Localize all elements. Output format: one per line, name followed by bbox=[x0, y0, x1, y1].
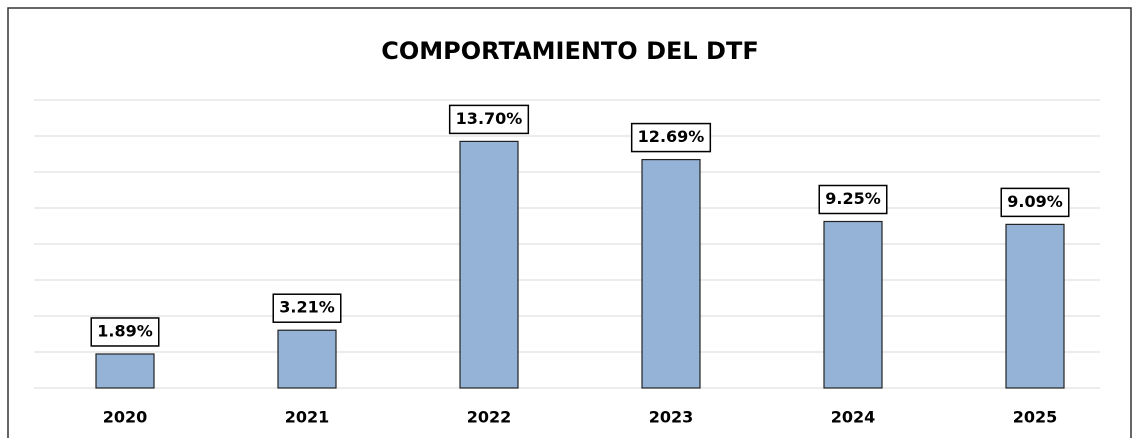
bar bbox=[823, 220, 883, 389]
data-label-box bbox=[818, 184, 888, 215]
data-label: 12.69% bbox=[638, 127, 705, 146]
data-label: 3.21% bbox=[279, 298, 335, 317]
data-label-box bbox=[90, 317, 160, 347]
x-tick-label: 2025 bbox=[1013, 408, 1058, 427]
bar bbox=[95, 353, 155, 389]
x-tick-label: 2022 bbox=[467, 408, 512, 427]
bar bbox=[459, 140, 519, 389]
x-tick-label: 2021 bbox=[285, 408, 330, 427]
bar bbox=[277, 329, 337, 389]
x-tick-label: 2020 bbox=[103, 408, 148, 427]
x-tick-label: 2024 bbox=[831, 408, 876, 427]
chart-title: COMPORTAMIENTO DEL DTF bbox=[381, 37, 758, 65]
bar bbox=[641, 158, 701, 389]
data-label-box bbox=[272, 293, 342, 323]
data-label: 9.25% bbox=[825, 189, 881, 208]
data-label-box bbox=[630, 122, 712, 153]
data-label: 9.09% bbox=[1007, 192, 1063, 211]
data-label: 13.70% bbox=[456, 109, 523, 128]
bar bbox=[1005, 223, 1065, 389]
chart-frame bbox=[7, 7, 1132, 438]
x-tick-label: 2023 bbox=[649, 408, 694, 427]
data-label: 1.89% bbox=[97, 321, 153, 340]
data-label-box bbox=[448, 104, 530, 135]
data-label-box bbox=[1000, 187, 1070, 218]
